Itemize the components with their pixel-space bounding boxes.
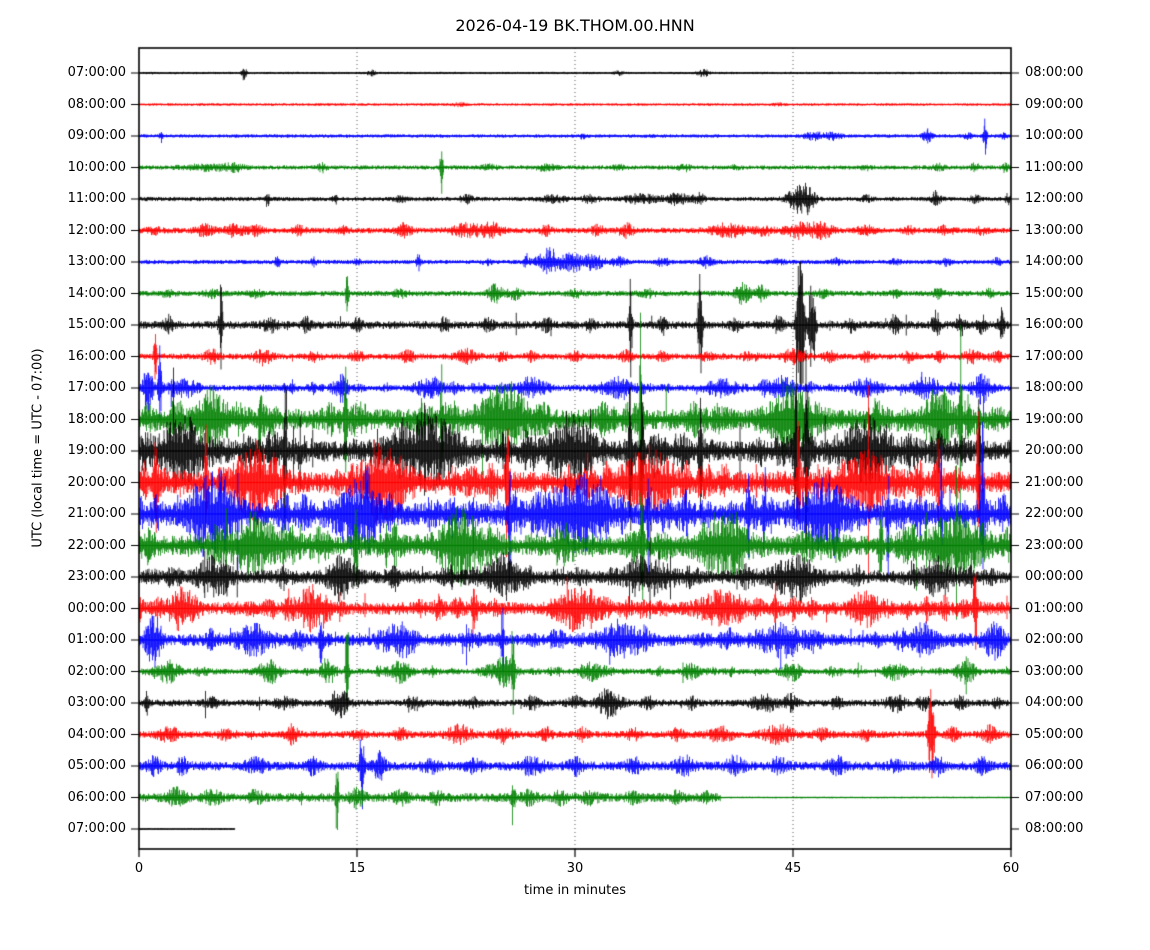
left-time-label: 17:00:00: [67, 380, 126, 395]
left-time-label: 13:00:00: [67, 254, 126, 269]
right-time-label: 08:00:00: [1025, 821, 1084, 836]
right-time-label: 13:00:00: [1025, 222, 1084, 238]
right-time-label: 06:00:00: [1025, 758, 1084, 773]
x-tick-label: 0: [134, 861, 144, 876]
right-time-label: 09:00:00: [1025, 96, 1084, 112]
left-time-label: 16:00:00: [67, 348, 126, 364]
right-time-label: 07:00:00: [1025, 789, 1084, 805]
left-time-label: 08:00:00: [67, 96, 126, 112]
left-time-label: 02:00:00: [67, 663, 126, 679]
right-time-label: 21:00:00: [1025, 474, 1084, 490]
right-time-label: 04:00:00: [1025, 695, 1084, 710]
left-time-label: 10:00:00: [67, 159, 126, 175]
right-time-label: 03:00:00: [1025, 663, 1084, 679]
left-time-label: 14:00:00: [67, 285, 126, 301]
left-time-label: 07:00:00: [67, 821, 126, 836]
left-time-label: 19:00:00: [67, 443, 126, 458]
right-time-label: 10:00:00: [1025, 128, 1084, 143]
left-time-label: 18:00:00: [67, 411, 126, 427]
chart-title: 2026-04-19 BK.THOM.00.HNN: [455, 16, 695, 35]
left-time-label: 09:00:00: [67, 128, 126, 143]
right-time-label: 14:00:00: [1025, 254, 1084, 269]
left-time-label: 06:00:00: [67, 789, 126, 805]
right-time-label: 08:00:00: [1025, 65, 1084, 80]
right-time-label: 19:00:00: [1025, 411, 1084, 427]
right-time-label: 22:00:00: [1025, 506, 1084, 521]
left-time-label: 20:00:00: [67, 474, 126, 490]
x-tick-label: 60: [1002, 861, 1020, 876]
x-axis-label: time in minutes: [523, 883, 627, 898]
x-tick-label: 45: [784, 861, 802, 876]
left-time-label: 03:00:00: [67, 695, 126, 710]
left-time-label: 05:00:00: [67, 758, 126, 773]
right-time-label: 11:00:00: [1025, 159, 1084, 175]
left-time-label: 07:00:00: [67, 65, 126, 80]
left-time-label: 12:00:00: [67, 222, 126, 238]
left-time-label: 23:00:00: [67, 569, 126, 584]
left-time-label: 01:00:00: [67, 632, 126, 647]
left-time-label: 11:00:00: [67, 191, 126, 206]
right-time-label: 18:00:00: [1025, 380, 1084, 395]
left-time-label: 00:00:00: [67, 600, 126, 616]
left-time-label: 04:00:00: [67, 726, 126, 742]
right-time-label: 12:00:00: [1025, 191, 1084, 206]
right-time-label: 05:00:00: [1025, 726, 1084, 742]
left-time-label: 15:00:00: [67, 317, 126, 332]
y-axis-label: UTC (local time = UTC - 07:00): [30, 348, 46, 548]
right-time-label: 17:00:00: [1025, 348, 1084, 364]
right-time-label: 15:00:00: [1025, 285, 1084, 301]
x-tick-label: 15: [348, 861, 366, 876]
right-time-label: 16:00:00: [1025, 317, 1084, 332]
left-time-label: 21:00:00: [67, 506, 126, 521]
x-tick-label: 30: [566, 861, 584, 876]
right-time-label: 00:00:00: [1025, 569, 1084, 584]
right-time-label: 01:00:00: [1025, 600, 1084, 616]
left-time-label: 22:00:00: [67, 537, 126, 553]
right-time-label: 20:00:00: [1025, 443, 1084, 458]
right-time-label: 23:00:00: [1025, 537, 1084, 553]
right-time-label: 02:00:00: [1025, 632, 1084, 647]
